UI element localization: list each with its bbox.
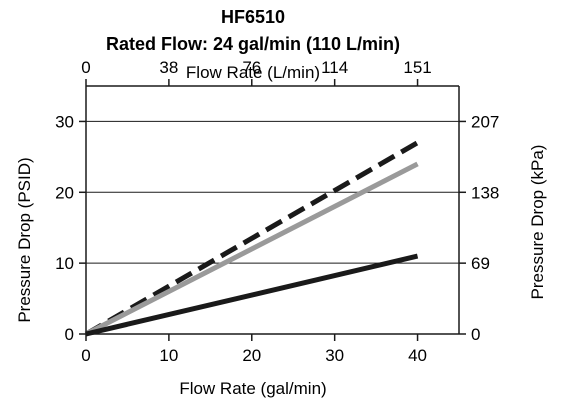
- gridlines: [86, 120, 459, 264]
- series-line-1: [84, 140, 419, 337]
- x2-tick-label: 38: [159, 58, 178, 77]
- x2-tick-label: 0: [81, 58, 90, 77]
- x-tick-label: 40: [408, 346, 427, 365]
- y2-tick-label: 69: [471, 254, 490, 273]
- x2-tick-label: 76: [242, 58, 261, 77]
- y-tick-label: 30: [55, 112, 74, 131]
- y2-tick-label: 138: [471, 183, 499, 202]
- series-line-2: [84, 161, 419, 337]
- y2-tick-label: 207: [471, 112, 499, 131]
- x2-tick-label: 151: [403, 58, 431, 77]
- y-tick-label: 20: [55, 183, 74, 202]
- series-line-3: [85, 253, 419, 337]
- x-tick-label: 0: [81, 346, 90, 365]
- chart-title: HF6510: [221, 7, 285, 27]
- top-axis-label: Flow Rate (L/min): [186, 63, 320, 82]
- chart-subtitle: Rated Flow: 24 gal/min (110 L/min): [106, 34, 400, 54]
- data-series: [84, 140, 419, 337]
- y2-tick-label: 0: [471, 325, 480, 344]
- y-tick-label: 0: [65, 325, 74, 344]
- right-axis-label: Pressure Drop (kPa): [528, 145, 547, 300]
- axes: [85, 85, 460, 335]
- tick-marks-and-labels: 0 10 20 30 40 0 38 76 114 151 0 10 20 30 0 69 138 207: [55, 58, 499, 365]
- x-tick-label: 10: [159, 346, 178, 365]
- y-tick-label: 10: [55, 254, 74, 273]
- x-tick-label: 20: [242, 346, 261, 365]
- x-axis-label: Flow Rate (gal/min): [179, 379, 326, 398]
- y-axis-label: Pressure Drop (PSID): [15, 157, 34, 322]
- x2-tick-label: 114: [321, 58, 348, 77]
- x-tick-label: 30: [325, 346, 344, 365]
